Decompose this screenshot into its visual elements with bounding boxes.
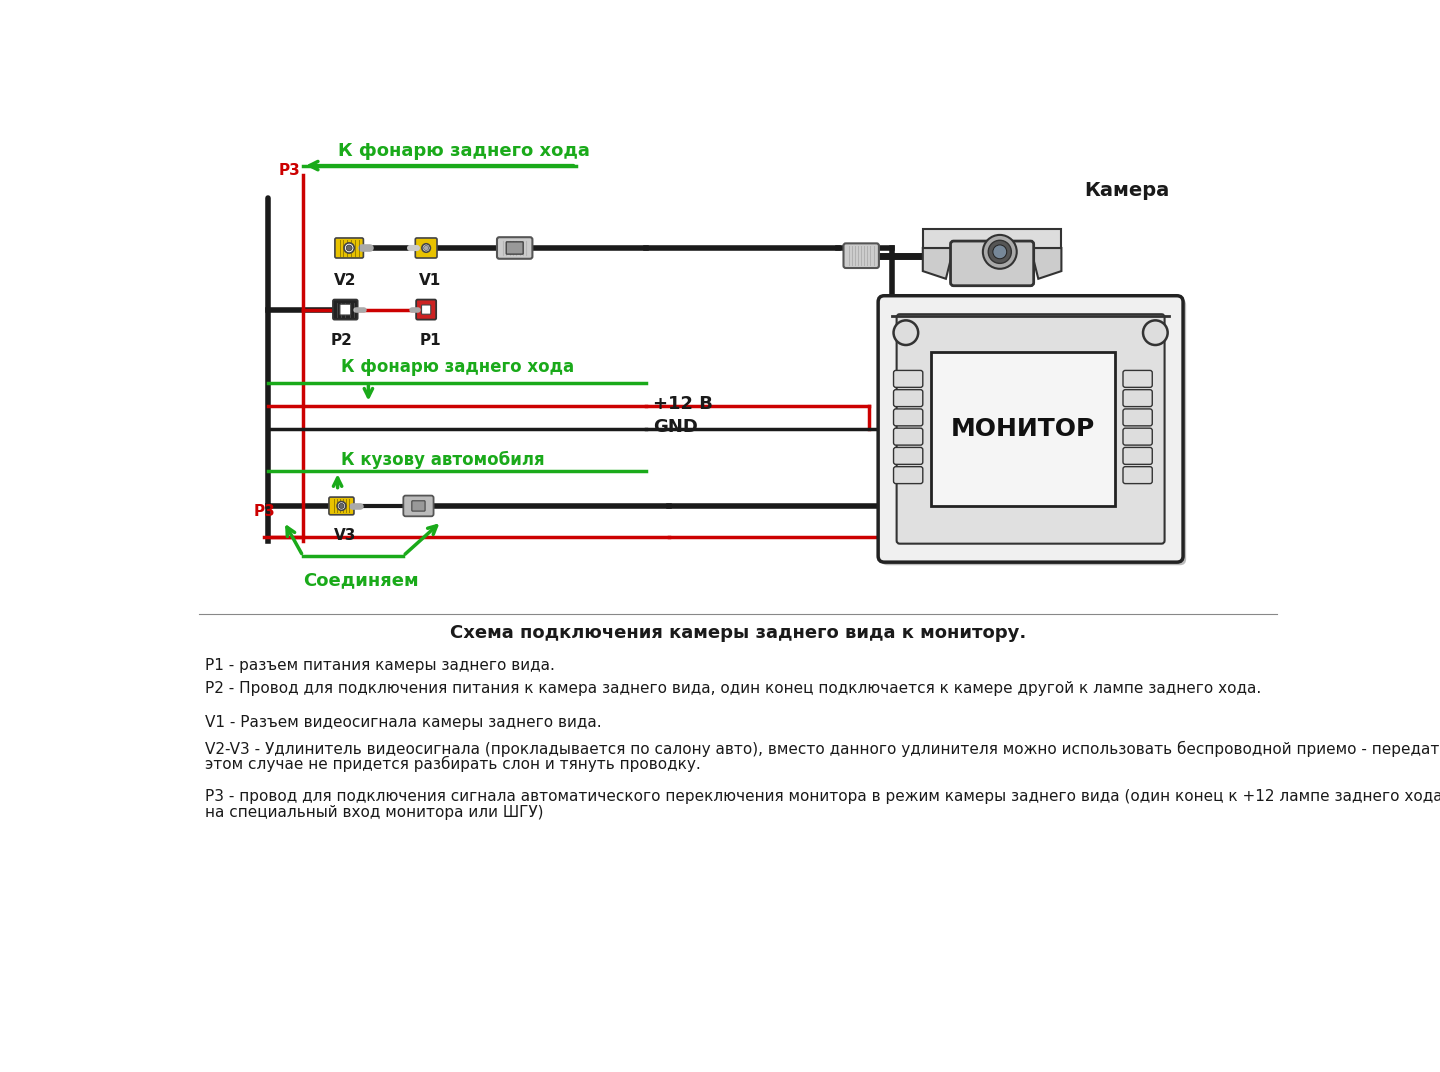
FancyBboxPatch shape xyxy=(336,238,363,258)
Circle shape xyxy=(984,235,1017,269)
FancyBboxPatch shape xyxy=(950,241,1034,286)
Text: Схема подключения камеры заднего вида к монитору.: Схема подключения камеры заднего вида к … xyxy=(449,624,1027,642)
Polygon shape xyxy=(923,228,1061,248)
FancyBboxPatch shape xyxy=(897,314,1165,544)
Circle shape xyxy=(338,504,344,508)
FancyBboxPatch shape xyxy=(894,371,923,387)
FancyBboxPatch shape xyxy=(1123,466,1152,483)
FancyBboxPatch shape xyxy=(416,299,436,319)
Circle shape xyxy=(344,243,354,253)
FancyBboxPatch shape xyxy=(894,408,923,426)
Text: V2: V2 xyxy=(334,272,357,287)
Text: на специальный вход монитора или ШГУ): на специальный вход монитора или ШГУ) xyxy=(204,805,544,820)
Text: К фонарю заднего хода: К фонарю заднего хода xyxy=(341,358,575,376)
Text: P3: P3 xyxy=(279,164,301,179)
FancyBboxPatch shape xyxy=(844,243,878,268)
FancyBboxPatch shape xyxy=(507,242,523,254)
Polygon shape xyxy=(1031,248,1061,279)
FancyBboxPatch shape xyxy=(1123,408,1152,426)
Text: P1: P1 xyxy=(419,332,441,347)
FancyBboxPatch shape xyxy=(894,447,923,464)
Text: P2 - Провод для подключения питания к камера заднего вида, один конец подключает: P2 - Провод для подключения питания к ка… xyxy=(204,682,1261,697)
FancyBboxPatch shape xyxy=(415,238,436,258)
FancyBboxPatch shape xyxy=(340,304,351,315)
Circle shape xyxy=(894,321,919,345)
Text: +12 В: +12 В xyxy=(654,396,713,414)
Circle shape xyxy=(337,502,346,510)
Text: V1 - Разъем видеосигнала камеры заднего вида.: V1 - Разъем видеосигнала камеры заднего … xyxy=(204,715,602,730)
FancyBboxPatch shape xyxy=(1123,447,1152,464)
Circle shape xyxy=(422,243,431,252)
FancyBboxPatch shape xyxy=(328,497,354,515)
Circle shape xyxy=(346,245,353,251)
Text: V2-V3 - Удлинитель видеосигнала (прокладывается по салону авто), вместо данного : V2-V3 - Удлинитель видеосигнала (проклад… xyxy=(204,741,1440,757)
FancyBboxPatch shape xyxy=(333,299,357,319)
FancyBboxPatch shape xyxy=(1123,371,1152,387)
Circle shape xyxy=(1143,321,1168,345)
FancyBboxPatch shape xyxy=(894,466,923,483)
Text: К фонарю заднего хода: К фонарю заднего хода xyxy=(337,143,589,161)
FancyBboxPatch shape xyxy=(930,352,1116,506)
FancyBboxPatch shape xyxy=(412,501,425,511)
Text: V3: V3 xyxy=(334,527,357,542)
Text: P3: P3 xyxy=(253,504,275,519)
FancyBboxPatch shape xyxy=(1123,389,1152,406)
FancyBboxPatch shape xyxy=(894,428,923,445)
FancyBboxPatch shape xyxy=(894,389,923,406)
FancyBboxPatch shape xyxy=(881,299,1187,565)
Circle shape xyxy=(988,240,1011,264)
Text: GND: GND xyxy=(654,418,698,436)
Circle shape xyxy=(992,244,1007,258)
FancyBboxPatch shape xyxy=(403,495,433,517)
Circle shape xyxy=(423,245,429,251)
FancyBboxPatch shape xyxy=(878,296,1184,562)
Polygon shape xyxy=(923,248,953,279)
FancyBboxPatch shape xyxy=(422,304,431,314)
Text: V1: V1 xyxy=(419,272,441,287)
Text: этом случае не придется разбирать слон и тянуть проводку.: этом случае не придется разбирать слон и… xyxy=(204,756,701,772)
Text: Камера: Камера xyxy=(1084,181,1169,199)
Text: МОНИТОР: МОНИТОР xyxy=(950,417,1094,441)
FancyBboxPatch shape xyxy=(497,237,533,258)
Text: Соединяем: Соединяем xyxy=(302,571,419,590)
Text: К кузову автомобиля: К кузову автомобиля xyxy=(341,450,546,468)
Text: P1 - разъем питания камеры заднего вида.: P1 - разъем питания камеры заднего вида. xyxy=(204,658,554,673)
Text: P2: P2 xyxy=(331,332,353,347)
FancyBboxPatch shape xyxy=(1123,428,1152,445)
Text: P3 - провод для подключения сигнала автоматического переключения монитора в режи: P3 - провод для подключения сигнала авто… xyxy=(204,789,1440,804)
